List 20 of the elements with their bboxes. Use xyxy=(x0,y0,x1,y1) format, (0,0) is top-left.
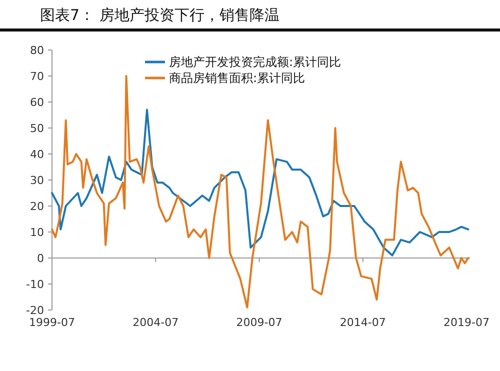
x-tick-label: 2019-07 xyxy=(444,316,490,329)
x-tick-label: 1999-07 xyxy=(29,316,75,329)
y-tick-label: 50 xyxy=(30,122,44,135)
x-tick-label: 2014-07 xyxy=(340,316,386,329)
y-tick-label: 10 xyxy=(30,226,44,239)
legend-label: 商品房销售面积:累计同比 xyxy=(169,71,306,85)
y-tick-label: 40 xyxy=(30,148,44,161)
x-tick-label: 2004-07 xyxy=(132,316,179,329)
chart-title: 图表7： 房地产投资下行，销售降温 xyxy=(40,6,280,24)
x-tick-label: 2009-07 xyxy=(236,316,282,329)
line-series xyxy=(51,108,470,256)
y-tick-label: 0 xyxy=(37,252,44,265)
y-tick-label: 60 xyxy=(30,96,44,109)
y-tick-label: 70 xyxy=(30,70,44,83)
y-tick-label: -20 xyxy=(26,304,44,317)
y-tick-label: 30 xyxy=(30,174,44,187)
y-tick-label: 80 xyxy=(30,44,44,57)
legend-label: 房地产开发投资完成额:累计同比 xyxy=(169,55,342,69)
y-tick-label: 20 xyxy=(30,200,44,213)
y-tick-label: -10 xyxy=(26,278,44,291)
